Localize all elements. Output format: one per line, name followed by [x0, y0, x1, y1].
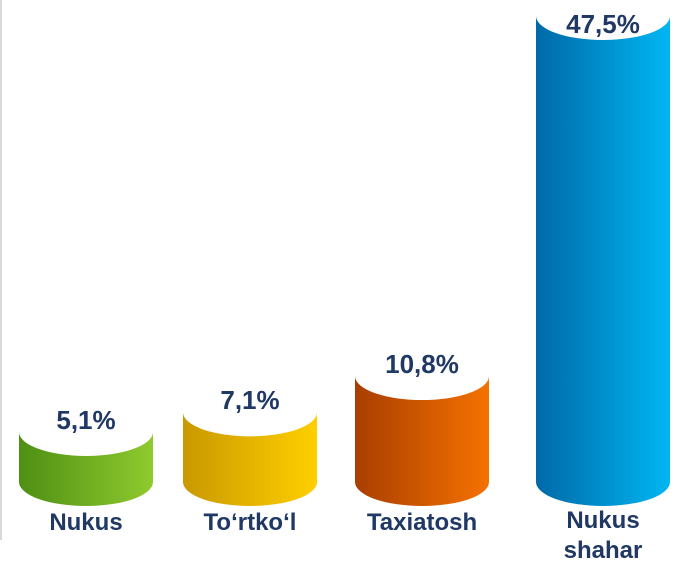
cylinder [183, 412, 317, 506]
category-label: Taxiatosh [366, 509, 478, 536]
category-label: To‘rtko‘l [203, 509, 297, 536]
value-label: 7,1% [220, 385, 279, 415]
cylinder [355, 376, 489, 506]
cylinder-top [355, 352, 489, 401]
cylinder [536, 16, 670, 506]
value-label: 5,1% [56, 405, 115, 435]
category-label: Nukus shahar [563, 507, 643, 564]
cylinder-top [19, 407, 153, 456]
cylinder-top [183, 388, 317, 437]
value-label: 10,8% [385, 349, 459, 379]
category-label: Nukus [49, 509, 123, 536]
value-label: 47,5% [566, 9, 640, 39]
cylinder-top [536, 0, 670, 40]
